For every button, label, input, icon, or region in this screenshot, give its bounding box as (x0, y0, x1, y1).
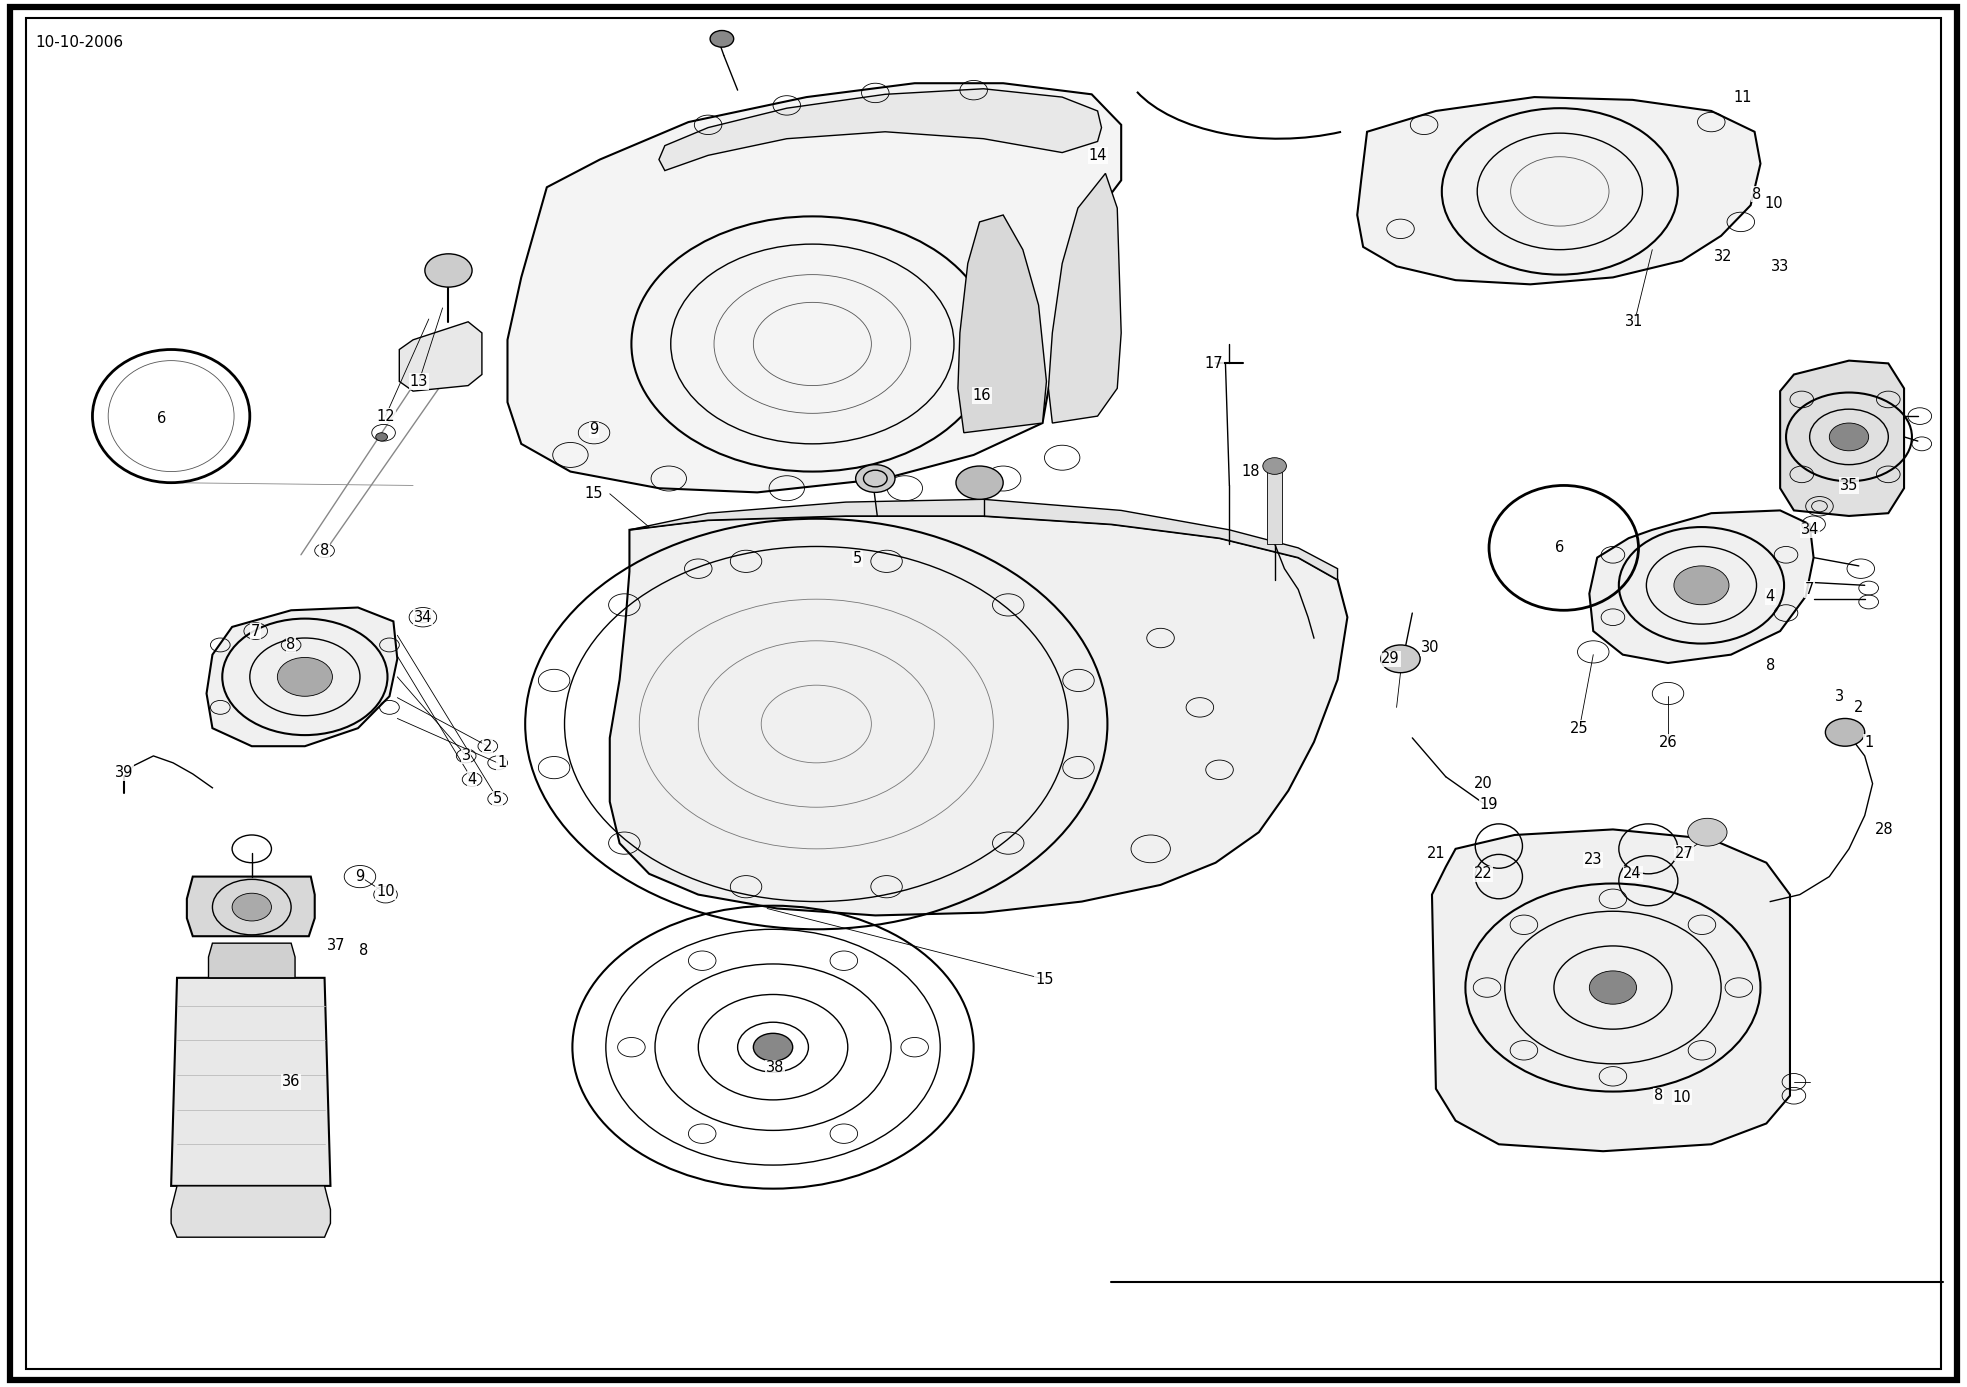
Text: 9: 9 (356, 870, 364, 884)
Text: 15: 15 (1035, 972, 1054, 986)
Text: 5: 5 (494, 792, 502, 806)
Text: 15: 15 (584, 487, 604, 501)
Polygon shape (507, 83, 1121, 492)
Polygon shape (171, 978, 330, 1186)
Text: 32: 32 (1713, 250, 1733, 264)
Text: 7: 7 (1806, 583, 1814, 596)
Polygon shape (659, 89, 1102, 171)
Text: 8: 8 (360, 943, 368, 957)
Text: 25: 25 (1570, 721, 1589, 735)
Circle shape (376, 433, 387, 441)
Polygon shape (399, 322, 482, 391)
Text: 18: 18 (1241, 465, 1261, 479)
Text: 14: 14 (1088, 148, 1107, 162)
Circle shape (232, 893, 271, 921)
Polygon shape (171, 1186, 330, 1237)
Text: 28: 28 (1875, 822, 1894, 836)
Text: 8: 8 (1766, 659, 1774, 673)
Circle shape (425, 254, 472, 287)
Text: 8: 8 (321, 544, 328, 558)
Circle shape (1589, 971, 1637, 1004)
Text: 35: 35 (1839, 479, 1859, 492)
Polygon shape (1780, 361, 1904, 516)
Text: 24: 24 (1623, 867, 1642, 881)
Polygon shape (610, 516, 1347, 915)
Circle shape (1381, 645, 1420, 673)
Polygon shape (209, 943, 295, 978)
Text: 20: 20 (1473, 777, 1493, 791)
Text: 30: 30 (1420, 641, 1440, 655)
Polygon shape (1589, 510, 1814, 663)
Text: 6: 6 (157, 412, 165, 426)
Circle shape (956, 466, 1003, 499)
Text: 10-10-2006: 10-10-2006 (35, 35, 124, 50)
Circle shape (1674, 566, 1729, 605)
Text: 39: 39 (114, 766, 134, 779)
Text: 16: 16 (972, 388, 991, 402)
Polygon shape (1357, 97, 1760, 284)
Text: 36: 36 (281, 1075, 301, 1089)
Text: 7: 7 (252, 624, 260, 638)
Text: 34: 34 (413, 610, 433, 624)
Text: 12: 12 (376, 409, 395, 423)
Circle shape (753, 1033, 793, 1061)
Circle shape (1688, 818, 1727, 846)
Text: 27: 27 (1674, 846, 1694, 860)
Text: 2: 2 (1855, 700, 1863, 714)
Text: 9: 9 (590, 423, 598, 437)
Text: 6: 6 (1556, 541, 1564, 555)
Polygon shape (187, 877, 315, 936)
Text: 3: 3 (462, 749, 470, 763)
Circle shape (1825, 718, 1865, 746)
Circle shape (277, 657, 332, 696)
Polygon shape (958, 215, 1046, 433)
Text: 23: 23 (1583, 853, 1603, 867)
Text: 8: 8 (1753, 187, 1760, 201)
Text: 38: 38 (765, 1061, 785, 1075)
Text: 10: 10 (1672, 1090, 1692, 1104)
Text: 8: 8 (287, 638, 295, 652)
Text: 31: 31 (1625, 315, 1644, 329)
Polygon shape (1048, 173, 1121, 423)
Text: 3: 3 (1835, 689, 1843, 703)
Text: 2: 2 (484, 739, 492, 753)
Polygon shape (1432, 829, 1790, 1151)
Text: 17: 17 (1204, 356, 1223, 370)
Text: 19: 19 (1479, 798, 1499, 811)
Text: 13: 13 (409, 374, 429, 388)
Text: 4: 4 (468, 773, 476, 786)
Text: 5: 5 (854, 552, 862, 566)
Text: 34: 34 (1800, 523, 1819, 537)
Text: 11: 11 (1733, 90, 1753, 104)
Polygon shape (207, 608, 397, 746)
Circle shape (856, 465, 895, 492)
Text: 1: 1 (1865, 735, 1873, 749)
Circle shape (710, 31, 734, 47)
Polygon shape (629, 499, 1338, 580)
Text: 29: 29 (1381, 652, 1401, 666)
Text: 26: 26 (1658, 735, 1678, 749)
Text: 8: 8 (1654, 1089, 1662, 1103)
Circle shape (1263, 458, 1286, 474)
Text: 10: 10 (1764, 197, 1784, 211)
Text: 1: 1 (498, 756, 506, 770)
Text: 33: 33 (1770, 259, 1790, 273)
Polygon shape (1267, 472, 1282, 544)
Text: 37: 37 (327, 939, 346, 953)
Text: 4: 4 (1766, 589, 1774, 603)
Text: 22: 22 (1473, 867, 1493, 881)
Circle shape (1829, 423, 1869, 451)
Text: 21: 21 (1426, 846, 1446, 860)
Text: 10: 10 (376, 885, 395, 899)
